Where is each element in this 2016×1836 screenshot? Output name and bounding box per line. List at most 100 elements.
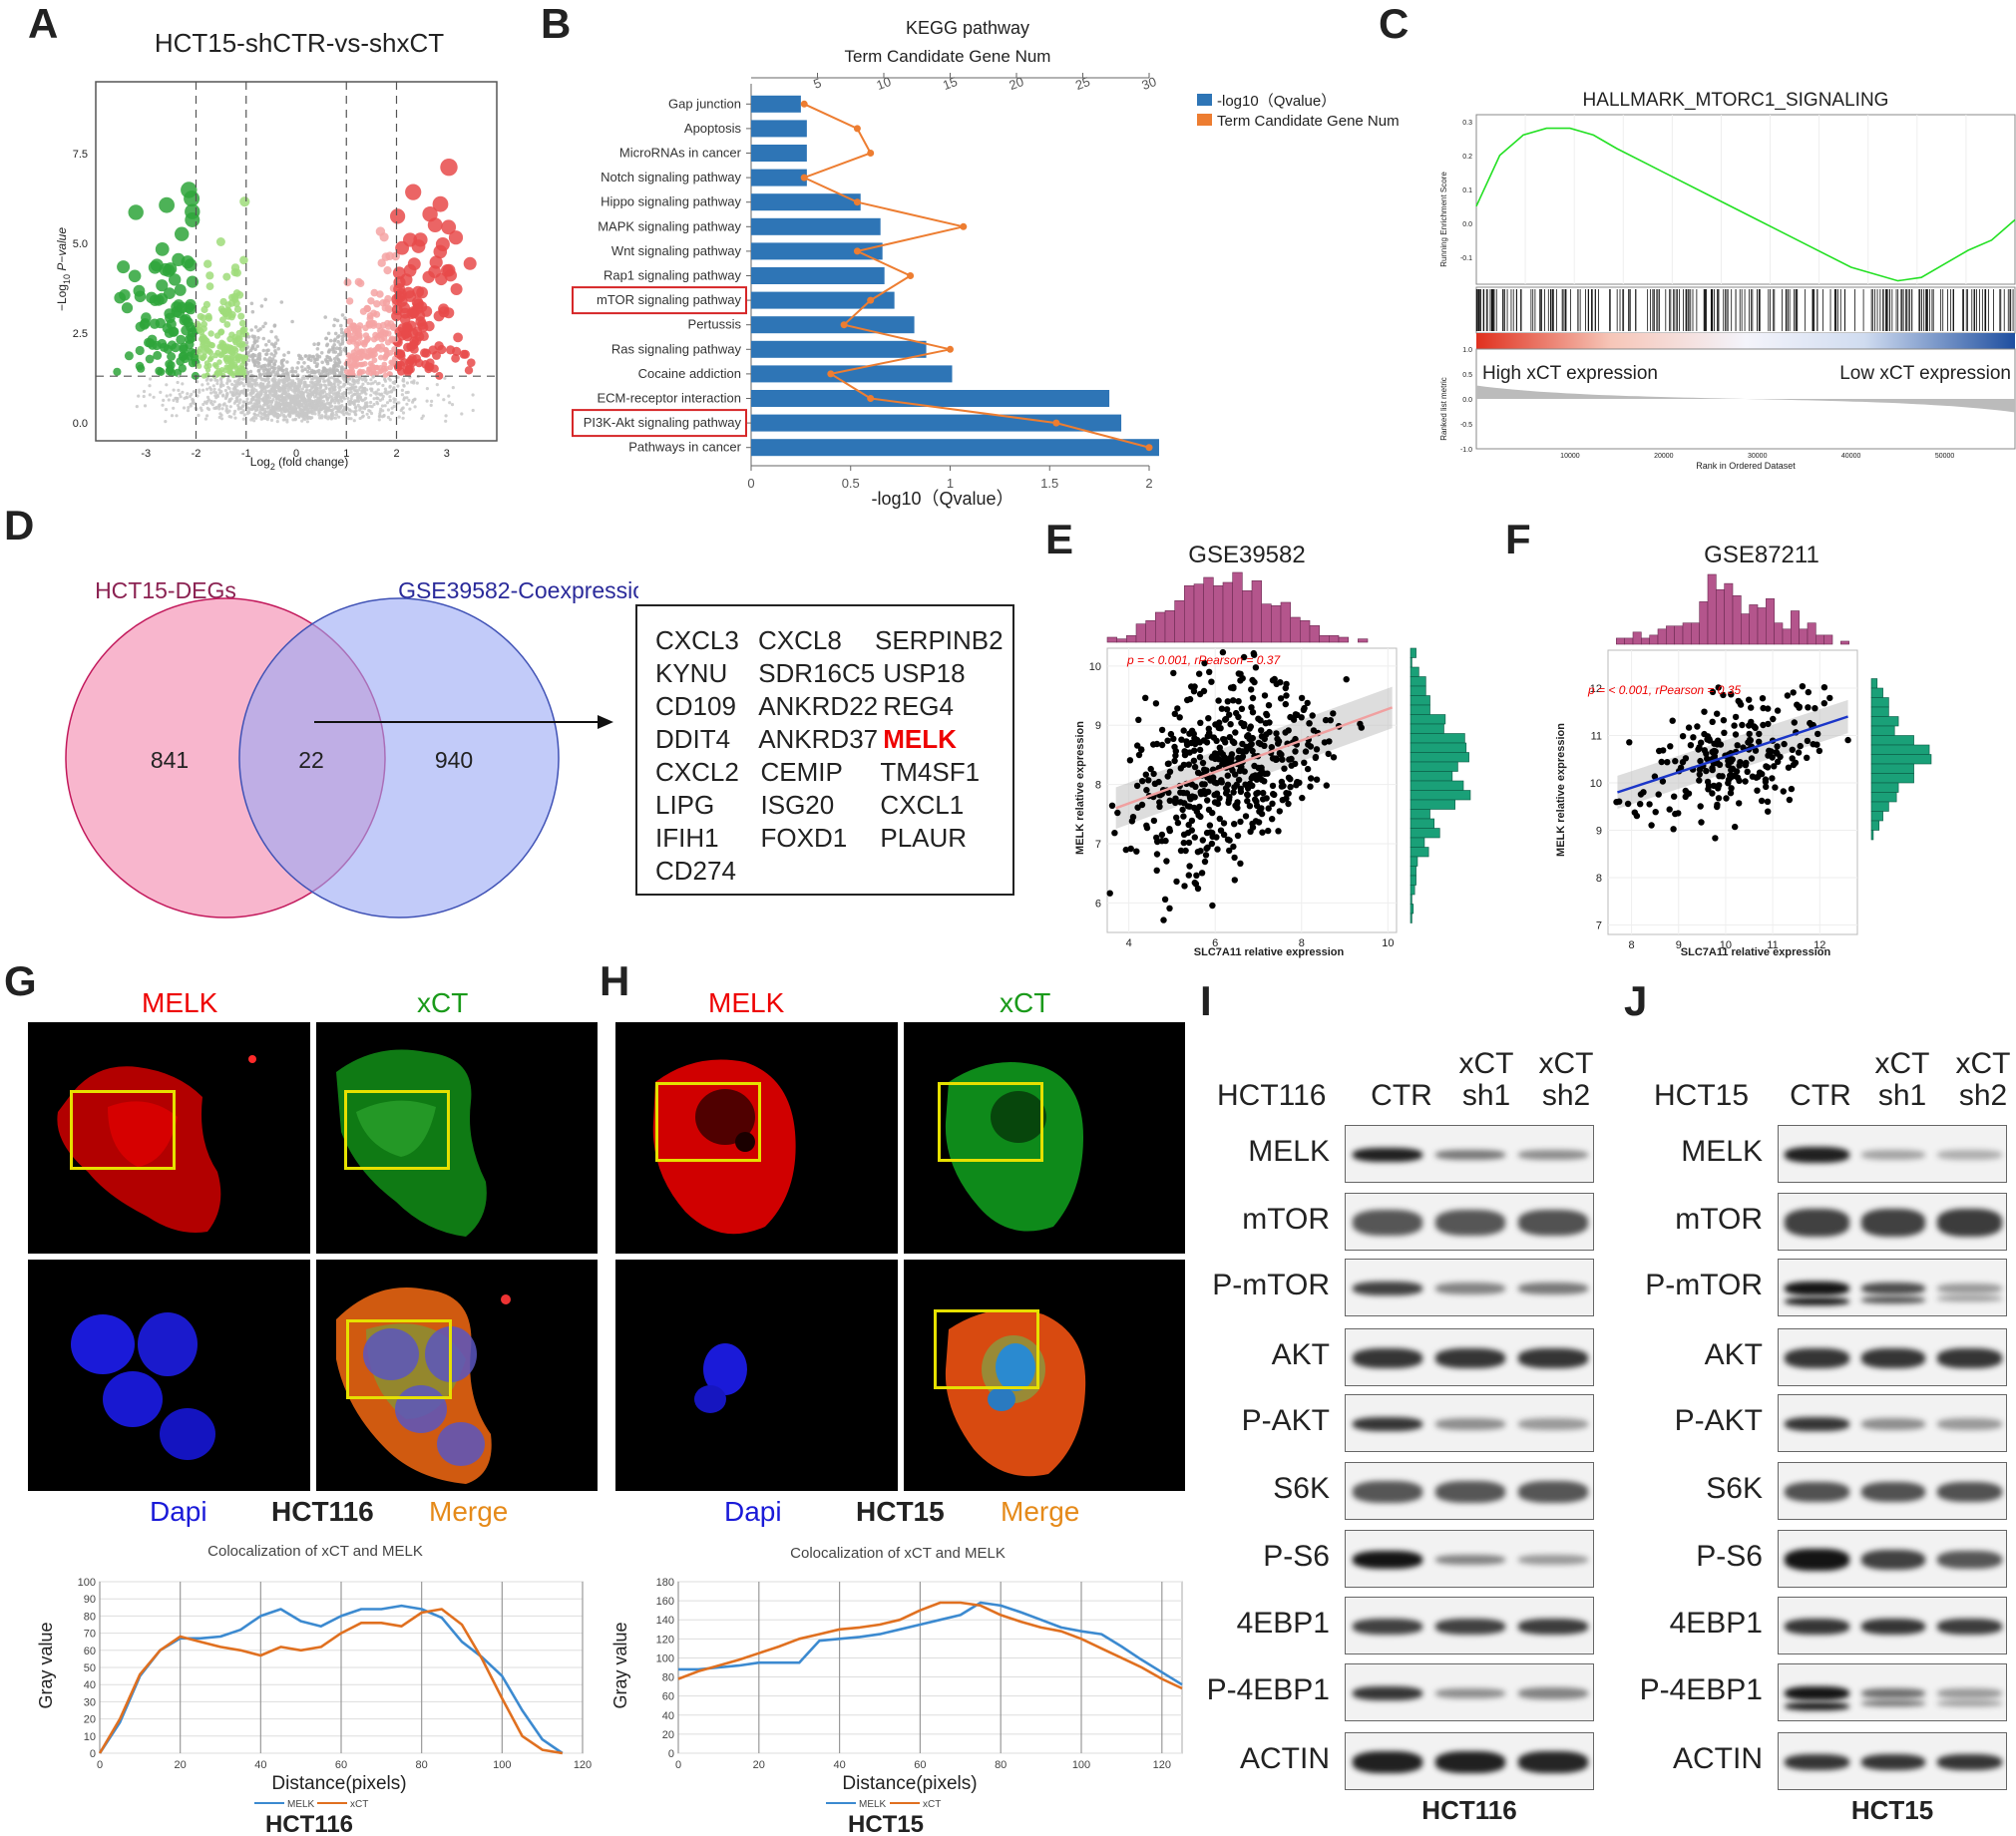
scatter-point <box>1254 777 1260 783</box>
kegg-category-label: ECM-receptor interaction <box>598 391 742 406</box>
volcano-point <box>156 279 168 291</box>
volcano-point <box>233 269 241 277</box>
scatter-point <box>1253 818 1259 824</box>
volcano-point <box>357 369 362 374</box>
scatter-point <box>1313 754 1319 760</box>
wb-band <box>1937 1551 2001 1569</box>
scatter-point <box>1698 740 1704 746</box>
scatter-point <box>1195 770 1201 776</box>
volcano-point <box>276 396 279 399</box>
volcano-point <box>338 405 341 408</box>
volcano-point <box>445 414 448 417</box>
volcano-point <box>341 313 345 317</box>
kegg-chart: KEGG pathway Term Candidate Gene Num 5 10… <box>539 0 1416 509</box>
scatter-top-hist-bar <box>1213 585 1223 642</box>
volcano-point <box>349 323 356 330</box>
volcano-point <box>401 389 404 392</box>
scatter-point <box>1269 801 1275 807</box>
volcano-point <box>377 388 380 391</box>
scatter-right-hist-bar <box>1411 876 1416 886</box>
scatter-point <box>1148 766 1154 772</box>
wb-protein-label: S6K <box>1618 1472 1763 1506</box>
h-xct-image <box>904 1022 1185 1254</box>
scatter-point <box>1205 733 1211 739</box>
volcano-point <box>235 397 238 400</box>
h-coloc-ylabel: Gray value <box>610 1622 630 1708</box>
scatter-point <box>1698 819 1704 825</box>
wb-blot-strip <box>1778 1394 2007 1452</box>
wb-band <box>1861 1550 1925 1570</box>
volcano-point <box>374 365 380 371</box>
volcano-point <box>304 390 307 393</box>
volcano-point <box>295 366 299 370</box>
volcano-point <box>423 271 435 283</box>
volcano-point <box>136 405 139 408</box>
scatter-point <box>1244 733 1250 739</box>
scatter-point <box>1696 746 1702 752</box>
scatter-point <box>1672 758 1678 764</box>
scatter-right-hist-bar <box>1411 791 1470 801</box>
wb-band <box>1353 1148 1422 1162</box>
scatter-point <box>1271 792 1277 798</box>
gene-name: MELK <box>883 723 995 756</box>
volcano-point <box>204 360 210 366</box>
volcano-point <box>250 389 253 392</box>
volcano-point <box>361 353 367 359</box>
scatter-point <box>1748 704 1754 710</box>
gsea-high-label: High xCT expression <box>1482 363 1658 384</box>
scatter-right-hist-bar <box>1411 667 1418 677</box>
volcano-point <box>313 395 316 398</box>
volcano-point <box>241 378 244 381</box>
volcano-point <box>298 357 302 361</box>
scatter-point <box>1710 767 1716 773</box>
scatter-point <box>1226 837 1232 843</box>
volcano-point <box>465 366 473 374</box>
scatter-point <box>1181 727 1187 733</box>
volcano-point <box>265 349 269 353</box>
coloc-xtick: 120 <box>574 1759 592 1771</box>
kegg-legend-line-swatch <box>1197 114 1212 126</box>
volcano-point <box>285 360 289 364</box>
wb-band <box>1937 1754 2001 1770</box>
wb-blot-strip <box>1778 1193 2007 1251</box>
volcano-point <box>373 300 380 307</box>
volcano-point <box>214 391 217 394</box>
scatter-point <box>1667 806 1673 812</box>
scatter-point <box>1232 877 1238 883</box>
volcano-point <box>209 388 212 391</box>
volcano-point <box>349 371 354 376</box>
volcano-point <box>351 336 357 342</box>
coloc-xtick: 60 <box>914 1759 926 1771</box>
volcano-point <box>350 395 353 398</box>
scatter-point <box>1805 738 1811 744</box>
volcano-point <box>321 392 324 395</box>
volcano-point <box>320 397 323 400</box>
volcano-point <box>408 408 411 411</box>
scatter-point <box>1282 729 1288 735</box>
gene-name: TM4SF1 <box>880 756 995 789</box>
kegg-category-label: Rap1 signaling pathway <box>604 268 742 283</box>
g-dapi-label: Dapi <box>150 1496 207 1528</box>
volcano-point <box>403 396 406 399</box>
kegg-gene-num-point <box>1146 444 1153 451</box>
volcano-point <box>357 279 365 287</box>
scatter-point <box>1178 737 1184 743</box>
scatter-point <box>1234 801 1240 807</box>
volcano-xtick: -2 <box>192 448 202 460</box>
volcano-point <box>402 411 405 414</box>
volcano-point <box>122 302 133 313</box>
volcano-point <box>430 404 433 407</box>
volcano-point <box>217 388 220 391</box>
scatter-point <box>1670 718 1676 724</box>
scatter-right-hist-bar <box>1411 819 1434 829</box>
scatter-right-hist-bar <box>1411 838 1424 848</box>
volcano-point <box>323 404 326 407</box>
venn-overlap-count: 22 <box>298 747 324 773</box>
volcano-point <box>149 261 162 274</box>
volcano-point <box>247 411 250 414</box>
volcano-point <box>246 389 249 392</box>
volcano-point <box>251 310 255 314</box>
volcano-point <box>342 374 346 378</box>
scatter-point <box>1109 803 1115 809</box>
volcano-point <box>260 378 263 381</box>
